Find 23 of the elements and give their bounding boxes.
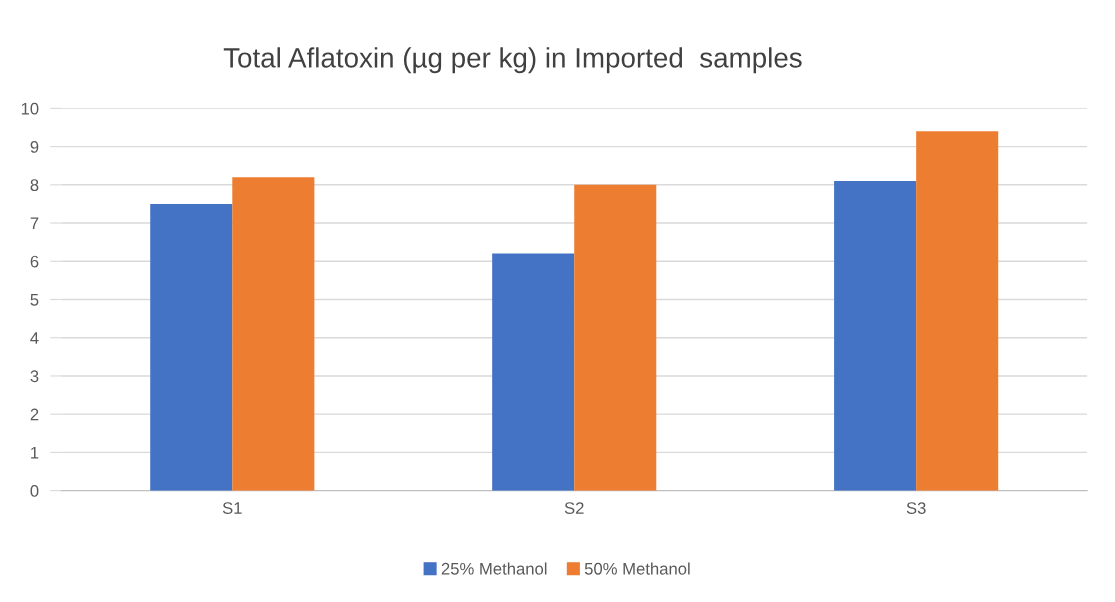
x-tick-label: S1 <box>222 502 242 514</box>
y-tick-label: 4 <box>30 332 39 344</box>
y-tick-label: 8 <box>30 179 39 192</box>
legend-label: 25% Methanol <box>441 562 547 575</box>
y-tick-label: 1 <box>31 446 39 459</box>
x-tick-label: S3 <box>906 502 926 514</box>
chart-title: Total Aflatoxin (µg per kg) in Imported samples <box>223 47 802 74</box>
bar <box>150 203 233 491</box>
y-tick-label: 7 <box>30 217 39 230</box>
bar <box>574 184 657 491</box>
y-tick-label: 6 <box>30 255 39 268</box>
y-tick-label: 5 <box>30 294 39 306</box>
bar <box>834 180 917 491</box>
x-tick-label: S2 <box>564 502 584 514</box>
legend-label: 50% Methanol <box>584 562 690 575</box>
y-tick-label: 0 <box>30 485 39 497</box>
bar <box>232 177 315 491</box>
y-tick-label: 9 <box>30 140 39 153</box>
bar <box>492 253 575 491</box>
y-tick-label: 2 <box>30 408 39 421</box>
y-tick-label: 10 <box>21 102 39 115</box>
y-tick-label: 3 <box>30 370 39 383</box>
bar <box>916 131 999 491</box>
